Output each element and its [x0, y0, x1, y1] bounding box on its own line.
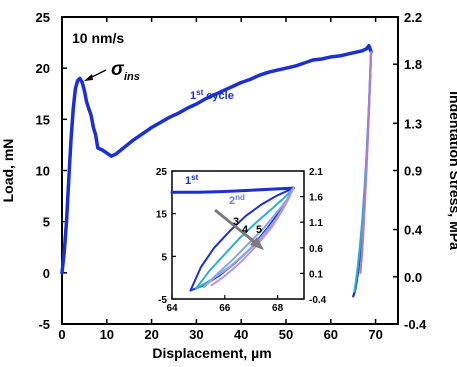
inset-y2-tick-label: 1.1: [309, 218, 323, 229]
cycle-label-sup: st: [196, 88, 203, 97]
inset-y2-tick-label: -0.4: [309, 295, 327, 306]
x-tick-label: 70: [368, 327, 382, 342]
inset-y-tick-label: -5: [158, 295, 167, 306]
x-axis-title: Displacement, µm: [152, 345, 271, 361]
x-tick-label: 60: [324, 327, 338, 342]
inset-second-sup: nd: [235, 193, 245, 202]
inset-label-5: 5: [256, 224, 262, 236]
x-tick-label: 30: [189, 327, 203, 342]
inset-x-tick-label: 66: [219, 303, 231, 314]
inset-first-base: 1: [185, 175, 191, 187]
inset-first-label: 1st: [185, 173, 199, 187]
y2-tick-label: 2.2: [404, 10, 422, 25]
inset-series-line-1: [189, 187, 295, 292]
inset-frame: [171, 170, 305, 300]
inset-x-tick-label: 64: [166, 303, 178, 314]
y2-axis-title: Indentation Stress, MPa: [447, 91, 457, 250]
y-tick-label: 25: [36, 10, 50, 25]
inset-label-4: 4: [242, 224, 249, 236]
inset-background: [140, 158, 336, 318]
inset-plot: 64 66 68-551525-0.40.10.61.11.62.11st2nd34…: [140, 158, 336, 318]
y2-tick-label: 0.9: [404, 164, 422, 179]
y2-tick-label: 1.3: [404, 116, 422, 131]
y-axis-title: Load, mN: [0, 139, 16, 203]
y-tick-label: 15: [36, 112, 50, 127]
inset-second-base: 2: [229, 195, 235, 207]
inset-y2-tick-label: 0.6: [309, 244, 323, 255]
inset-second-label: 2nd: [229, 193, 245, 207]
inset-first-sup: st: [191, 173, 198, 182]
y-tick-label: 20: [36, 61, 50, 76]
y2-tick-label: 1.8: [404, 57, 422, 72]
series-line-0: [60, 43, 373, 275]
y-tick-label: 0: [43, 266, 50, 281]
main-plot: 0 10 20 30 40 50 60 70-50510152025-0.40.00.40.9…: [0, 10, 457, 361]
inset-y-tick-label: 25: [156, 167, 168, 178]
inset-series-line-3: [194, 187, 295, 290]
x-tick-label: 40: [234, 327, 248, 342]
y-tick-label: -5: [38, 317, 50, 332]
y2-tick-label: 0.0: [404, 270, 422, 285]
y2-tick-label: -0.4: [404, 317, 427, 332]
cycle-label-rest: cycle: [203, 90, 234, 102]
x-tick-label: 50: [279, 327, 293, 342]
inset-y-tick-label: 5: [161, 252, 167, 263]
peak-symbol: σ: [111, 59, 125, 80]
cycle-arrow-shaft: [214, 208, 258, 246]
series-line-3: [359, 50, 373, 274]
y-tick-label: 5: [43, 215, 50, 230]
inset-y2-tick-label: 1.6: [309, 193, 323, 204]
inset-x-tick-label: 68: [272, 303, 284, 314]
inset-series-line-0: [170, 186, 295, 194]
peak-subscript: ins: [124, 71, 140, 83]
inset-y-tick-label: 15: [156, 210, 168, 221]
rate-label: 10 nm/s: [72, 30, 124, 46]
cycle-arrow-head: [250, 237, 264, 250]
cycle-label: 1st cycle: [190, 88, 234, 102]
peak-arrow-head: [84, 74, 93, 81]
x-tick-label: 20: [144, 327, 158, 342]
inset-y2-tick-label: 2.1: [309, 167, 323, 178]
y2-tick-label: 0.4: [404, 223, 423, 238]
x-tick-label: 10: [100, 327, 114, 342]
inset-label-3: 3: [233, 216, 239, 228]
inset-y2-tick-label: 0.1: [309, 269, 323, 280]
cycle-label-base: 1: [190, 90, 196, 102]
y-tick-label: 10: [36, 164, 50, 179]
x-tick-label: 0: [58, 327, 65, 342]
